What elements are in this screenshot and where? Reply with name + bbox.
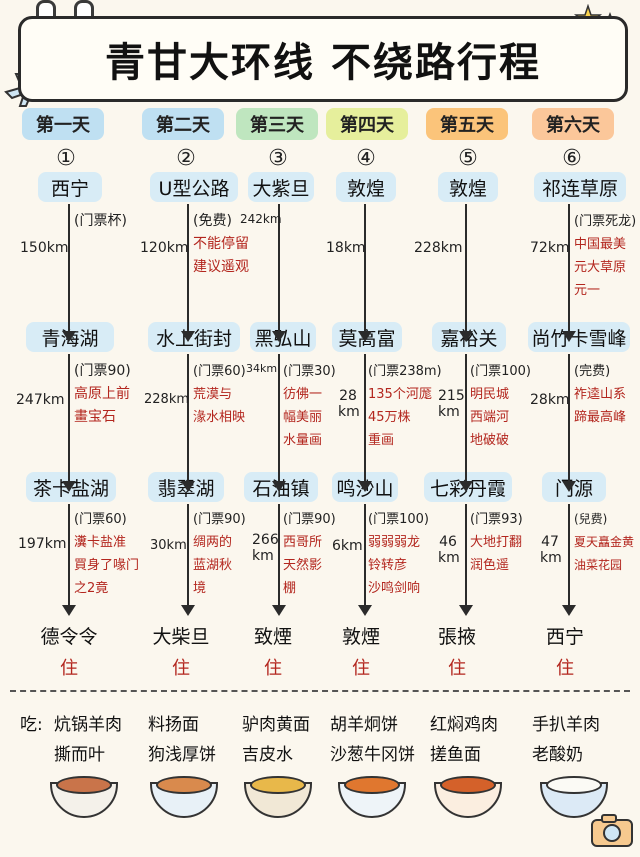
stay-label: 住 [172, 658, 190, 679]
distance-label: 28km [530, 392, 570, 408]
route-arrow [62, 504, 76, 616]
distance-label: 266 km [252, 532, 279, 564]
distance-label: 46 km [438, 534, 460, 566]
stay-label: 住 [556, 658, 574, 679]
ticket-info: (门票90) 西哥所 天然影 棚 [283, 512, 336, 596]
distance-label: 150km [20, 240, 69, 256]
overnight-place: 大柴旦 [152, 626, 210, 648]
location-xining: 西宁 [38, 172, 102, 202]
day-number: ⑤ [458, 146, 478, 171]
distance-label: 34km [246, 362, 278, 375]
overnight-place: 致煙 [253, 626, 292, 648]
tab-day-3: 第三天 [236, 108, 318, 140]
route-arrow [272, 354, 286, 492]
distance-label: 228km [414, 240, 463, 256]
location-dachaidan: 大紫旦 [248, 172, 314, 202]
route-arrow [62, 354, 76, 492]
ticket-info: (门票60) 荒漠与 湪水相映 [193, 364, 246, 425]
stay-label: 住 [352, 658, 370, 679]
ticket-info: (门票30) 彷佛一 幅美丽 水量画 [283, 364, 336, 448]
ticket-info: (门票100) 明民城 西端河 地破破 [470, 364, 531, 448]
stay-label: 住 [264, 658, 282, 679]
overnight-place: 西宁 [545, 626, 584, 648]
distance-label: 72km [530, 240, 570, 256]
route-arrow [358, 204, 372, 342]
bowl-icon [434, 776, 502, 828]
bowl-icon [150, 776, 218, 828]
distance-label: 47 km [540, 534, 562, 566]
tab-day-2: 第二天 [142, 108, 224, 140]
route-arrow [562, 504, 576, 616]
route-arrow [358, 354, 372, 492]
route-arrow [181, 504, 195, 616]
ticket-info: (完费) 祚逵山系 蹄最高峰 [574, 364, 627, 425]
route-arrow [62, 204, 76, 342]
overnight-place: 張掖 [437, 626, 476, 648]
route-arrow [181, 204, 195, 342]
location-u-road: U型公路 [150, 172, 238, 202]
distance-label: 28 km [338, 388, 360, 420]
distance-label: 197km [18, 536, 67, 552]
ticket-info: (门票杯) [74, 213, 127, 229]
route-arrow [272, 204, 286, 342]
location-dunhuang: 敦煌 [438, 172, 498, 202]
ticket-info: (门票93) 大地打翻 润色遥 [470, 512, 523, 573]
day-number: ⑥ [562, 146, 582, 171]
bowl-icon [540, 776, 608, 828]
ticket-info: (门票90) 高原上前 畫宝石 [74, 363, 131, 425]
location-dunhuang: 敦煌 [336, 172, 396, 202]
camera-icon [591, 814, 633, 847]
food-item: 手扒羊肉 老酸奶 [532, 715, 600, 765]
food-item: 红焖鸡肉 搓鱼面 [430, 715, 498, 765]
food-item: 胡羊炯饼 沙葱牛冈饼 [330, 715, 415, 765]
ticket-info: (门票100) 弱弱弱龙 铃转彦 沙鸣剑响 [368, 512, 429, 596]
distance-label: 247km [16, 392, 65, 408]
bowl-icon [244, 776, 312, 828]
bowl-icon [338, 776, 406, 828]
location-snow-peak: 尚竹卡雪峰 [528, 322, 630, 352]
route-arrow [181, 354, 195, 492]
page-title: 青甘大环线 不绕路行程 [105, 40, 541, 86]
ticket-info: (兒费) 夏天矗金黄 油菜花园 [574, 512, 635, 572]
route-arrow [459, 504, 473, 616]
ticket-info: (免费) 不能停留 建议遥观 [193, 213, 249, 275]
distance-label: 18km [326, 240, 366, 256]
route-arrow [459, 354, 473, 492]
ticket-info: (门票死龙) 中国最美 元大草原 元一 [574, 214, 637, 298]
food-item: 驴肉黄面 吉皮水 [242, 715, 310, 765]
bowl-icon [50, 776, 118, 828]
distance-label: 6km [332, 538, 363, 554]
route-arrow [358, 504, 372, 616]
location-qilian: 祁连草原 [534, 172, 626, 202]
day-number: ③ [268, 146, 288, 171]
title-banner: 青甘大环线 不绕路行程 [18, 16, 628, 102]
food-item: 料扬面 狗浅厚饼 [148, 715, 216, 765]
distance-label: 120km [140, 240, 189, 256]
food-item: 炕锅羊肉 撕而叶 [54, 715, 122, 765]
distance-label: 228km [144, 392, 190, 407]
route-arrow [272, 504, 286, 616]
ticket-info: (门票90) 绸两的 蓝湖秋 境 [193, 512, 246, 596]
overnight-place: 敦煙 [341, 626, 380, 648]
distance-label: 30km [150, 538, 187, 553]
route-arrow [562, 354, 576, 492]
tab-day-6: 第六天 [532, 108, 614, 140]
tab-day-5: 第五天 [426, 108, 508, 140]
ticket-info: (门票238m) 135个河厖 45万株 重画 [368, 364, 442, 448]
day-number: ④ [356, 146, 376, 171]
tab-day-4: 第四天 [326, 108, 408, 140]
tab-day-1: 第一天 [22, 108, 104, 140]
day-number: ② [176, 146, 196, 171]
food-prefix: 吃: [20, 715, 43, 735]
overnight-place: 德令令 [40, 626, 98, 648]
food-section [10, 690, 630, 850]
distance-label: 215 km [438, 388, 465, 420]
stay-label: 住 [448, 658, 466, 679]
distance-label: 242km [240, 212, 282, 226]
stay-label: 住 [60, 658, 78, 679]
day-number: ① [56, 146, 76, 171]
ticket-info: (门票60) 瀵卡盐准 買身了喙门 之2竟 [74, 512, 140, 596]
route-arrow [459, 204, 473, 342]
route-arrow [562, 204, 576, 342]
